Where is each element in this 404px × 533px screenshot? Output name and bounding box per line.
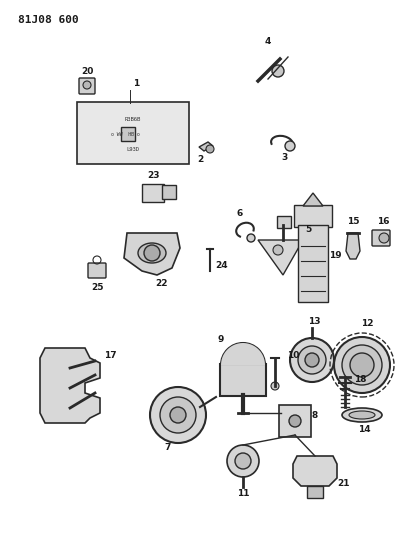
Circle shape — [247, 234, 255, 242]
Text: 13: 13 — [308, 318, 320, 327]
Polygon shape — [199, 142, 213, 151]
Text: 14: 14 — [358, 425, 370, 434]
Text: 7: 7 — [165, 442, 171, 451]
Text: 25: 25 — [91, 282, 103, 292]
Text: 22: 22 — [156, 279, 168, 287]
FancyBboxPatch shape — [77, 102, 189, 164]
Polygon shape — [307, 486, 323, 498]
Circle shape — [206, 145, 214, 153]
Text: 10: 10 — [287, 351, 299, 360]
Text: 21: 21 — [337, 479, 349, 488]
Circle shape — [350, 353, 374, 377]
Text: 18: 18 — [354, 376, 366, 384]
Text: 3: 3 — [281, 154, 287, 163]
FancyBboxPatch shape — [294, 205, 332, 227]
Text: 6: 6 — [237, 209, 243, 219]
Circle shape — [298, 346, 326, 374]
Text: 15: 15 — [347, 216, 359, 225]
FancyBboxPatch shape — [162, 185, 176, 199]
Text: 5: 5 — [305, 225, 311, 235]
Text: 16: 16 — [377, 216, 389, 225]
FancyBboxPatch shape — [79, 78, 95, 94]
Text: R3B6B: R3B6B — [125, 117, 141, 122]
Circle shape — [170, 407, 186, 423]
Circle shape — [150, 387, 206, 443]
Circle shape — [290, 338, 334, 382]
Circle shape — [289, 415, 301, 427]
Polygon shape — [124, 233, 180, 275]
FancyBboxPatch shape — [372, 230, 390, 246]
Text: 23: 23 — [147, 172, 159, 181]
Text: 9: 9 — [218, 335, 224, 344]
Text: L93D: L93D — [126, 147, 139, 152]
Circle shape — [235, 453, 251, 469]
Circle shape — [83, 81, 91, 89]
Text: 11: 11 — [237, 489, 249, 497]
Text: o WW  HB o: o WW HB o — [111, 132, 139, 136]
Circle shape — [285, 141, 295, 151]
Text: 81J08 600: 81J08 600 — [18, 15, 79, 25]
Circle shape — [271, 382, 279, 390]
FancyBboxPatch shape — [279, 405, 311, 437]
Circle shape — [305, 353, 319, 367]
Text: 24: 24 — [216, 262, 228, 271]
FancyBboxPatch shape — [142, 184, 164, 202]
Polygon shape — [303, 193, 323, 206]
Text: 8: 8 — [312, 411, 318, 421]
Text: 2: 2 — [197, 155, 203, 164]
FancyBboxPatch shape — [88, 263, 106, 278]
Circle shape — [379, 233, 389, 243]
Text: 17: 17 — [104, 351, 116, 359]
Ellipse shape — [138, 243, 166, 263]
Polygon shape — [40, 348, 100, 423]
Polygon shape — [346, 233, 360, 259]
FancyBboxPatch shape — [277, 216, 291, 228]
Circle shape — [273, 245, 283, 255]
Circle shape — [160, 397, 196, 433]
Circle shape — [144, 245, 160, 261]
Text: 1: 1 — [133, 78, 139, 87]
Circle shape — [334, 337, 390, 393]
Ellipse shape — [342, 408, 382, 422]
Polygon shape — [293, 456, 337, 486]
Circle shape — [342, 345, 382, 385]
Circle shape — [227, 445, 259, 477]
Ellipse shape — [349, 411, 375, 419]
FancyBboxPatch shape — [298, 225, 328, 302]
FancyBboxPatch shape — [220, 364, 266, 396]
Text: 19: 19 — [329, 252, 341, 261]
Text: 20: 20 — [81, 67, 93, 76]
Polygon shape — [258, 240, 303, 275]
Text: 4: 4 — [265, 36, 271, 45]
Polygon shape — [221, 343, 265, 365]
Text: 12: 12 — [361, 319, 373, 327]
Circle shape — [272, 65, 284, 77]
FancyBboxPatch shape — [121, 127, 135, 141]
